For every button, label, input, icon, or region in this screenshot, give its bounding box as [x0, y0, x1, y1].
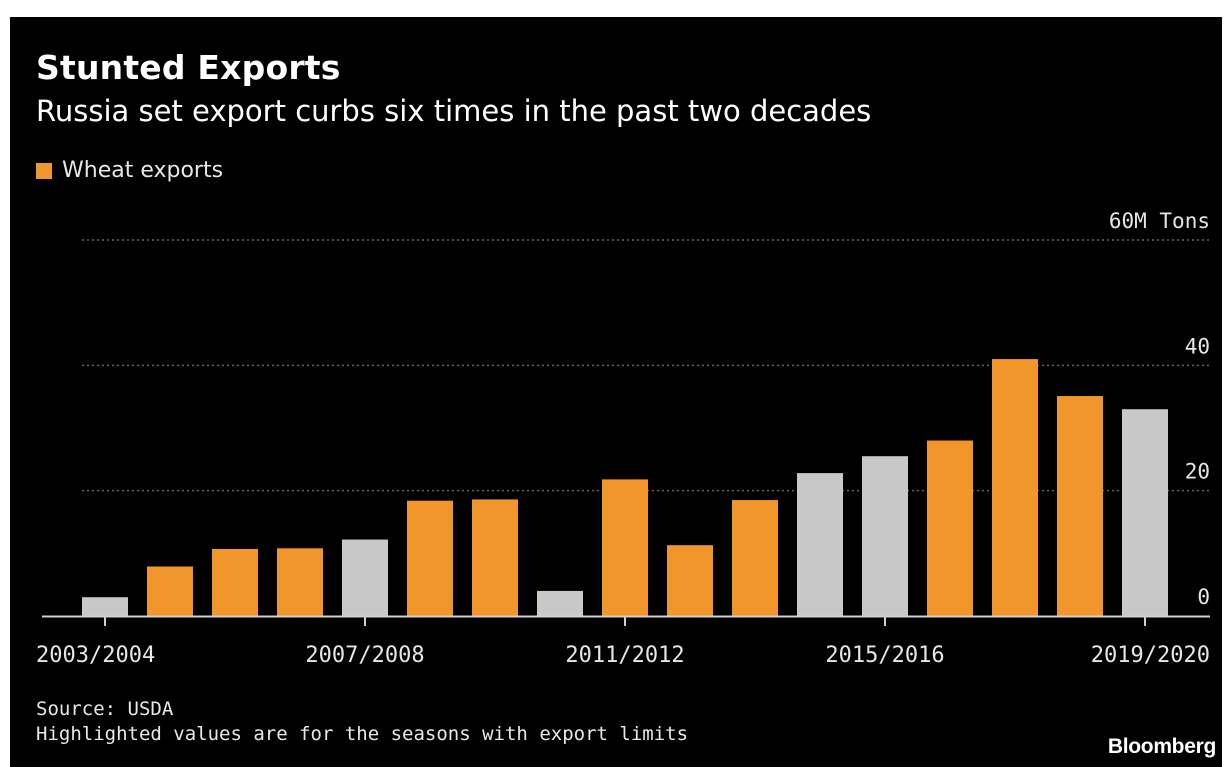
bar — [407, 500, 453, 616]
bar — [992, 359, 1038, 616]
bar — [82, 597, 128, 616]
chart-title: Stunted Exports — [36, 48, 341, 87]
bar — [927, 440, 973, 616]
source-notes: Source: USDA Highlighted values are for … — [36, 697, 688, 747]
x-tick-label: 2015/2016 — [825, 643, 944, 668]
bar — [147, 566, 193, 616]
bar — [862, 456, 908, 616]
x-tick-label: 2007/2008 — [305, 643, 424, 668]
y-tick-label: 40 — [1185, 334, 1210, 358]
bar — [277, 548, 323, 616]
source-text: Source: USDA — [36, 698, 174, 720]
bar-chart: 0 20 40 60M Tons 2003/2004 2007/2008 2011/2012… — [36, 209, 1210, 668]
bar — [342, 539, 388, 616]
bar — [667, 545, 713, 616]
bloomberg-logo: Bloomberg — [1107, 735, 1216, 758]
bar — [732, 500, 778, 616]
chart-subtitle: Russia set export curbs six times in the… — [36, 94, 872, 128]
chart-frame: Stunted Exports Russia set export curbs … — [10, 17, 1222, 767]
bar — [1057, 396, 1103, 616]
y-tick-label: 60M Tons — [1109, 209, 1210, 233]
x-tick-label: 2003/2004 — [36, 643, 155, 668]
bar — [602, 479, 648, 616]
x-tick-label: 2011/2012 — [565, 643, 684, 668]
bar — [212, 548, 258, 616]
x-tick-label: 2019/2020 — [1091, 643, 1210, 668]
y-tick-label: 0 — [1197, 585, 1210, 609]
bar — [537, 590, 583, 616]
y-tick-label: 20 — [1185, 460, 1210, 484]
legend: Wheat exports — [36, 160, 223, 182]
footnote-text: Highlighted values are for the seasons w… — [36, 723, 689, 745]
bar — [1122, 409, 1168, 616]
legend-swatch — [36, 163, 52, 179]
bar — [797, 473, 843, 616]
bar — [472, 499, 518, 616]
legend-label: Wheat exports — [62, 158, 224, 183]
